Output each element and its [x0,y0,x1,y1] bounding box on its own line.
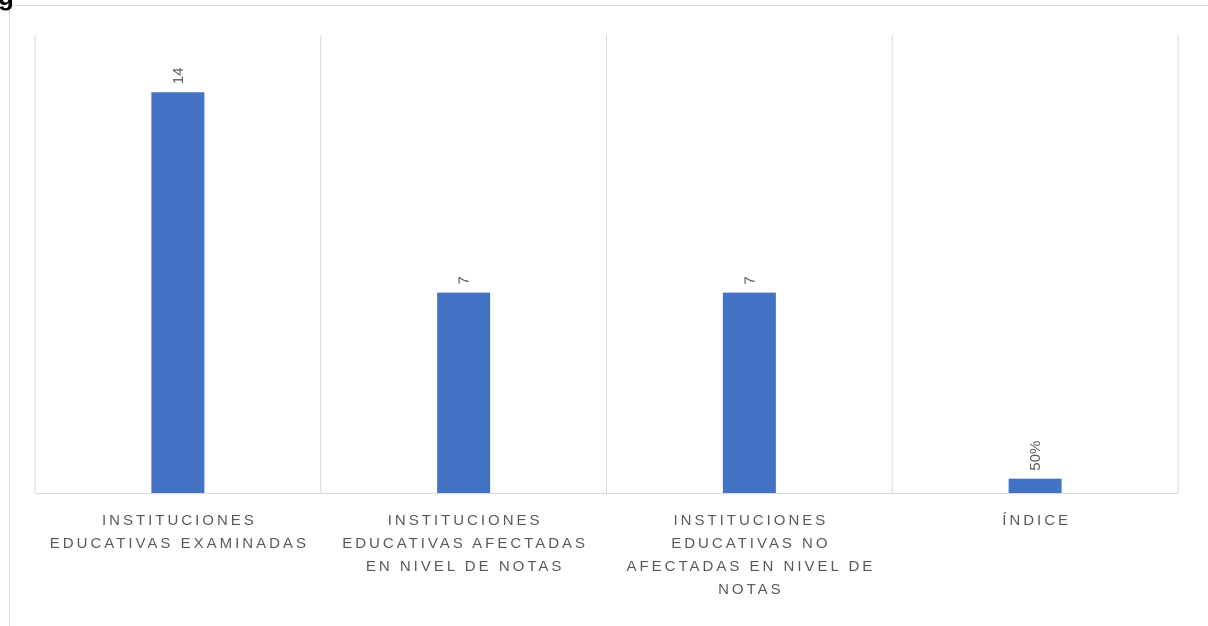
bar [722,292,776,493]
bar [437,292,491,493]
value-label: 7 [456,276,473,284]
x-tick-label: INSTITUCIONES EDUCATIVAS AFECTADAS EN NI… [342,512,589,575]
value-label: 50% [1027,441,1044,471]
bar [151,92,205,493]
value-label: 14 [170,68,187,85]
x-tick-label: ÍNDICE [1002,512,1072,529]
x-tick-label: INSTITUCIONES EDUCATIVAS NO AFECTADAS EN… [626,512,876,598]
chart-title: g [0,0,14,11]
x-tick-label: INSTITUCIONES EDUCATIVAS EXAMINADAS [49,512,309,552]
chart-frame [9,5,1208,626]
bar [1008,478,1062,493]
value-label: 7 [741,276,758,284]
